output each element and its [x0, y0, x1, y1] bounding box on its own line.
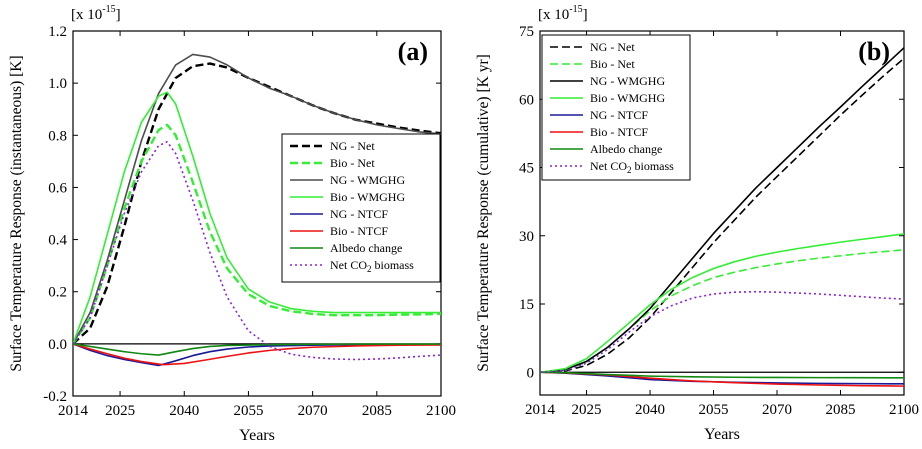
chart-panel-b: 2014 2025 2040 2055 2070 2085 2100 0 15 30 45 60 75 Y… — [475, 4, 919, 443]
legend-entry-subscript: 2 — [367, 264, 372, 274]
y-tick-label: 45 — [519, 161, 534, 177]
x-tick-label: 2070 — [762, 402, 792, 418]
legend-entry-subscript: 2 — [627, 165, 632, 175]
x-tick-label: 2055 — [699, 402, 729, 418]
legend-entry: Bio - NTCF — [330, 224, 388, 238]
series-line — [540, 47, 904, 374]
x-tick-label: 2070 — [298, 403, 328, 419]
legend-entry: Bio - WMGHG — [330, 190, 405, 204]
multiplier-base: [x 10 — [71, 7, 102, 23]
x-tick-label: 2014 — [58, 403, 89, 419]
legend-entry: NG - Net — [330, 139, 375, 153]
axis-multiplier: [x 10-15] — [71, 4, 121, 23]
plot-frame — [72, 30, 442, 397]
y-tick-label: -0.2 — [43, 389, 67, 405]
legend-box — [541, 34, 691, 181]
legend-entry: NG - WMGHG — [590, 74, 665, 88]
series-line — [73, 343, 441, 366]
x-tick-label: 2014 — [525, 402, 556, 418]
y-tick-label: 30 — [519, 229, 534, 245]
x-tick-label: 2100 — [426, 403, 456, 419]
legend-entry: Net CO2 biomass — [590, 159, 674, 175]
y-tick-label: 1.0 — [48, 76, 67, 92]
panel-label: (b) — [858, 37, 890, 66]
legend-entry-rest: biomass — [632, 159, 675, 173]
legend-entry: NG - WMGHG — [330, 173, 405, 187]
multiplier-close: ] — [116, 7, 121, 23]
x-axis-label: Years — [704, 426, 740, 443]
x-tick-label: 2055 — [233, 403, 263, 419]
multiplier-exponent: -15 — [569, 4, 582, 15]
axis-multiplier: [x 10-15] — [538, 4, 588, 23]
x-tick-label: 2025 — [105, 403, 135, 419]
y-axis-label: Surface Temperature Response (cumulative… — [475, 54, 492, 372]
legend-entry: Albedo change — [330, 241, 402, 255]
x-tick-label: 2085 — [362, 403, 392, 419]
panel-label: (a) — [398, 37, 428, 66]
y-tick-label: 1.2 — [48, 24, 67, 40]
series-line — [540, 233, 904, 374]
multiplier-exponent: -15 — [102, 4, 115, 15]
plot-frame — [539, 30, 905, 396]
legend-entry-main: Net CO — [330, 258, 367, 272]
multiplier-close: ] — [583, 7, 588, 23]
legend: NG - Net Bio - Net NG - WMGHG Bio - WMGHG NG… — [541, 34, 691, 181]
legend-entry: Bio - WMGHG — [590, 91, 665, 105]
x-tick-label: 2040 — [169, 403, 199, 419]
legend-entry-rest: biomass — [372, 258, 415, 272]
x-tick-label: 2025 — [572, 402, 602, 418]
legend-entry: Bio - Net — [590, 57, 635, 71]
x-tick-label: 2040 — [635, 402, 665, 418]
legend-entry: Bio - NTCF — [590, 125, 648, 139]
legend-box — [281, 133, 441, 283]
series-group — [540, 47, 904, 387]
legend-entry: NG - NTCF — [330, 207, 388, 221]
x-tick-label: 2100 — [889, 402, 919, 418]
x-axis-label: Years — [239, 427, 275, 444]
legend-entry: NG - Net — [590, 40, 635, 54]
y-tick-label: 0.2 — [48, 285, 67, 301]
legend-entry: Net CO2 biomass — [330, 258, 414, 274]
multiplier-base: [x 10 — [538, 7, 569, 23]
y-tick-label: 0 — [527, 365, 535, 381]
x-tick-label: 2085 — [826, 402, 856, 418]
series-line — [540, 290, 904, 374]
series-line — [540, 249, 904, 374]
y-tick-label: 15 — [519, 297, 534, 313]
series-line — [540, 371, 904, 379]
series-line — [73, 343, 441, 356]
chart-panel-a: 2014 2025 2040 2055 2070 2085 2100 -0.2 0.0 0.2 0.… — [8, 4, 456, 444]
series-line — [73, 141, 441, 361]
series-line — [73, 91, 441, 345]
y-tick-label: 75 — [519, 24, 534, 40]
legend-entry-main: Net CO — [590, 159, 627, 173]
legend-entry: NG - NTCF — [590, 108, 648, 122]
series-line — [73, 53, 441, 345]
legend-entry: Bio - Net — [330, 156, 375, 170]
y-tick-label: 0.8 — [48, 128, 67, 144]
series-line — [73, 343, 441, 367]
y-tick-label: 0.6 — [48, 180, 67, 196]
series-group — [73, 53, 441, 367]
series-line — [540, 57, 904, 374]
legend-entry: Albedo change — [590, 142, 662, 156]
y-tick-label: 60 — [519, 92, 534, 108]
y-tick-label: 0.0 — [48, 337, 67, 353]
series-line — [73, 123, 441, 345]
y-axis-label: Surface Temperature Response (instantane… — [8, 55, 25, 371]
legend: NG - Net Bio - Net NG - WMGHG Bio - WMGHG NG… — [281, 133, 441, 283]
y-tick-label: 0.4 — [48, 233, 67, 249]
